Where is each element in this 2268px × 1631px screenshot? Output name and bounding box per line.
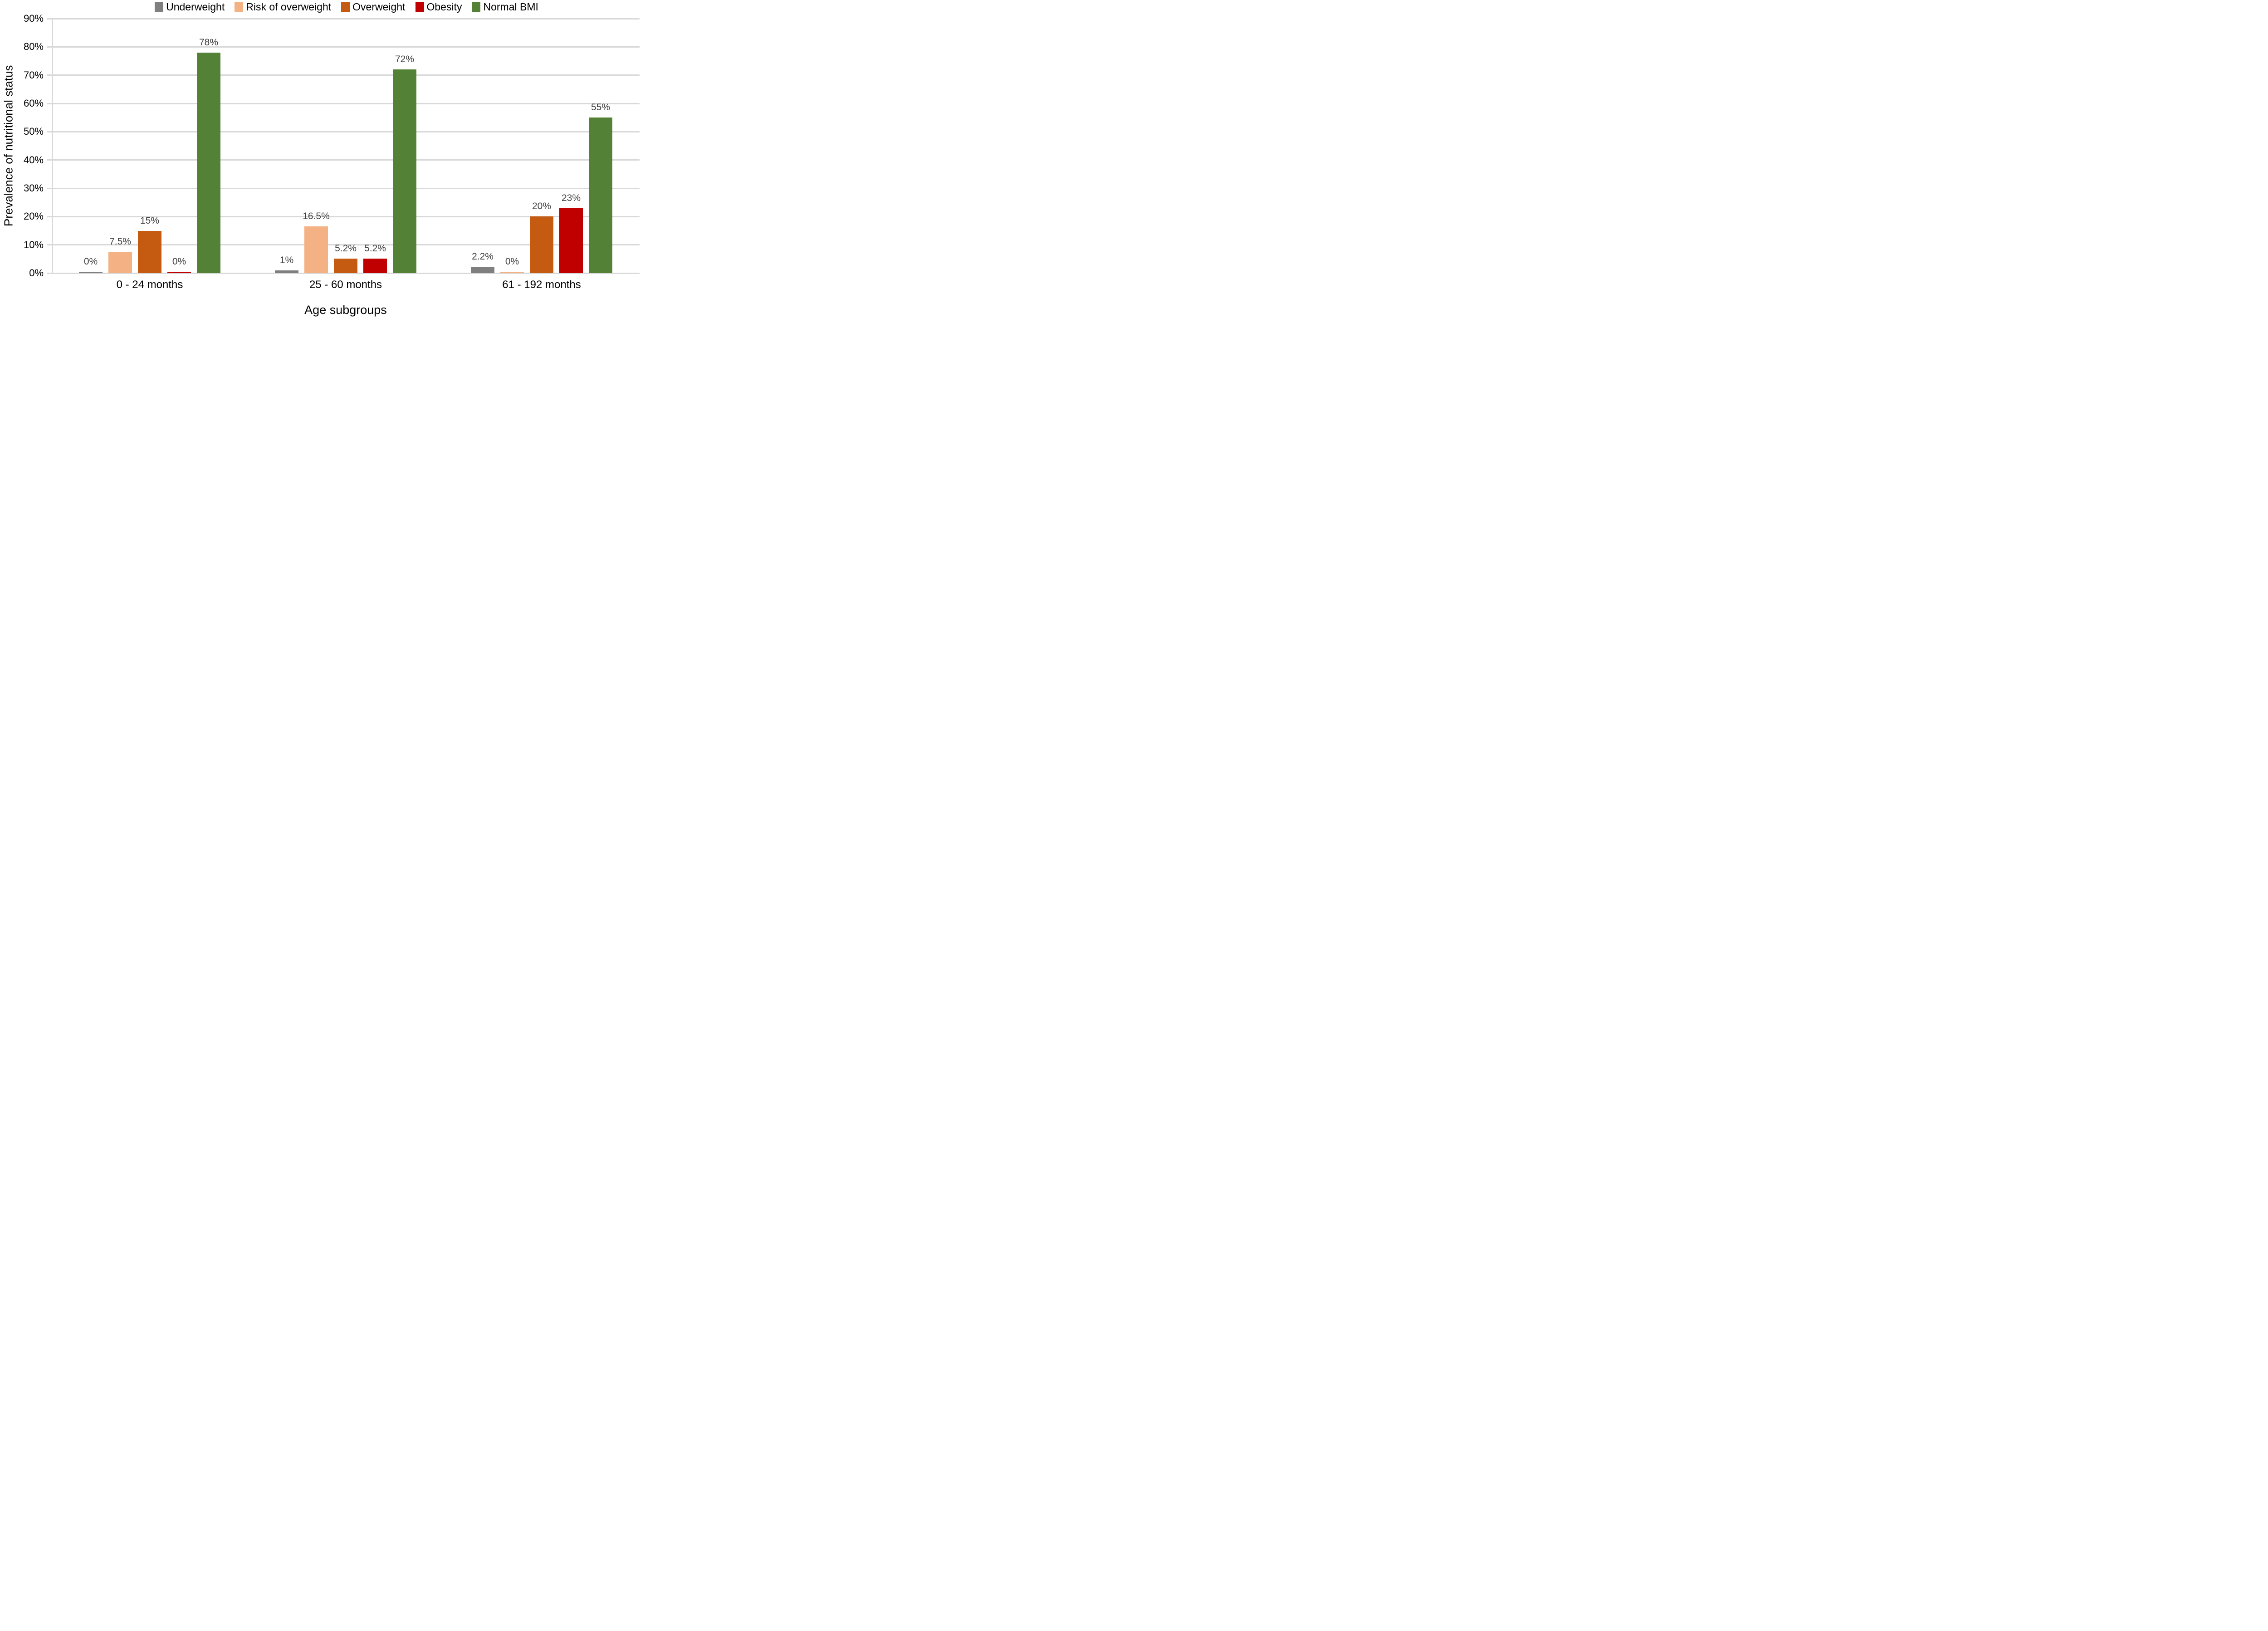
bar-normal-bmi-0-24-months: 78%	[197, 37, 220, 273]
x-axis-title: Age subgroups	[304, 303, 387, 317]
bar-value-label: 0%	[172, 256, 186, 267]
y-axis-title: Prevalence of nutritional status	[1, 65, 15, 227]
y-tick-label-80%: 80%	[23, 41, 44, 53]
bar-overweight-61-192-months: 20%	[530, 201, 553, 273]
gridline-40%	[52, 159, 640, 161]
y-axis-tick-20%	[47, 216, 52, 217]
bar-group-0-24-months: 0% 7.5% 15% 0% 78%	[52, 19, 248, 273]
gridline-90%	[52, 18, 640, 20]
bar-chart-figure: Underweight Risk of overweight Overweight O…	[0, 0, 643, 326]
y-axis-tick-50%	[47, 131, 52, 132]
y-axis-tick-80%	[47, 46, 52, 48]
legend-item-risk-of-overweight: Risk of overweight	[235, 1, 331, 13]
bar-value-label: 5.2%	[335, 243, 357, 254]
gridline-30%	[52, 187, 640, 189]
legend-swatch-underweight	[155, 2, 164, 12]
gridline-80%	[52, 46, 640, 48]
y-axis-tick-60%	[47, 103, 52, 104]
bar-value-label: 2.2%	[472, 251, 494, 262]
bar-normal-bmi-25-60-months: 72%	[393, 54, 416, 273]
bar-value-label: 55%	[591, 102, 611, 113]
legend: Underweight Risk of overweight Overweight O…	[52, 1, 641, 13]
legend-label: Overweight	[352, 1, 406, 13]
bar-group-61-192-months: 2.2% 0% 20% 23% 55%	[444, 19, 640, 273]
legend-item-overweight: Overweight	[341, 1, 406, 13]
gridline-50%	[52, 131, 640, 132]
y-axis-tick-10%	[47, 244, 52, 246]
gridline-10%	[52, 244, 640, 246]
y-axis-tick-40%	[47, 159, 52, 161]
bar-groups: 0% 7.5% 15% 0% 78% 1% 16.5% 5.2% 5.2% 72% 2.2% 0% 20…	[52, 19, 640, 273]
bar-value-label: 1%	[279, 255, 294, 265]
bar-risk-of-overweight-0-24-months: 7.5%	[108, 236, 132, 273]
y-tick-label-10%: 10%	[23, 239, 44, 250]
y-tick-label-40%: 40%	[23, 154, 44, 166]
bar-obesity-61-192-months: 23%	[559, 193, 583, 273]
y-tick-label-30%: 30%	[23, 182, 44, 194]
y-axis-tick-70%	[47, 74, 52, 76]
bar-group-25-60-months: 1% 16.5% 5.2% 5.2% 72%	[248, 19, 444, 273]
bar-overweight-0-24-months: 15%	[138, 216, 161, 273]
bar-value-label: 15%	[140, 215, 160, 226]
legend-item-underweight: Underweight	[155, 1, 225, 13]
legend-item-normal-bmi: Normal BMI	[472, 1, 538, 13]
y-tick-label-0%: 0%	[29, 267, 44, 279]
gridline-20%	[52, 216, 640, 217]
plot-area: 90% 80% 70% 60% 50% 40% 30% 20% 10% 0% 0% 7.5% 15% 0%…	[24, 13, 640, 279]
bar-value-label: 0%	[505, 256, 519, 267]
bar-overweight-25-60-months: 5.2%	[334, 243, 357, 273]
legend-item-obesity: Obesity	[415, 1, 462, 13]
bar-underweight-0-24-months: 0%	[79, 256, 103, 273]
bar-value-label: 20%	[532, 201, 552, 212]
y-tick-label-50%: 50%	[23, 126, 44, 137]
bar-obesity-25-60-months: 5.2%	[363, 243, 387, 273]
y-axis-tick-90%	[47, 18, 52, 20]
bar-underweight-61-192-months: 2.2%	[471, 251, 494, 273]
bar-value-label: 72%	[395, 54, 415, 65]
bar-obesity-0-24-months: 0%	[167, 256, 191, 273]
y-tick-label-60%: 60%	[23, 98, 44, 109]
bar-value-label: 23%	[561, 192, 581, 203]
bar-normal-bmi-61-192-months: 55%	[589, 102, 612, 273]
legend-swatch-overweight	[341, 2, 350, 12]
x-category-label-61-192-months: 61 - 192 months	[502, 279, 581, 291]
bar-risk-of-overweight-25-60-months: 16.5%	[303, 211, 330, 273]
y-tick-label-90%: 90%	[23, 13, 44, 24]
x-category-label-25-60-months: 25 - 60 months	[309, 279, 382, 291]
y-tick-label-20%: 20%	[23, 211, 44, 222]
y-axis-line	[52, 19, 53, 273]
legend-label: Underweight	[166, 1, 225, 13]
bar-value-label: 78%	[199, 37, 219, 48]
bar-value-label: 7.5%	[109, 236, 131, 247]
legend-label: Risk of overweight	[246, 1, 332, 13]
y-axis-tick-0%	[47, 272, 52, 274]
legend-label: Obesity	[426, 1, 462, 13]
bar-value-label: 0%	[83, 256, 98, 267]
bar-value-label: 16.5%	[303, 211, 330, 222]
legend-swatch-obesity	[415, 2, 424, 12]
y-tick-label-70%: 70%	[23, 69, 44, 81]
bar-value-label: 5.2%	[364, 243, 386, 254]
gridline-60%	[52, 103, 640, 104]
bar-underweight-25-60-months: 1%	[275, 255, 298, 273]
y-axis-tick-30%	[47, 187, 52, 189]
legend-label: Normal BMI	[483, 1, 538, 13]
x-category-label-0-24-months: 0 - 24 months	[116, 279, 183, 291]
gridline-70%	[52, 74, 640, 76]
bar-risk-of-overweight-61-192-months: 0%	[500, 256, 524, 273]
gridline-0%	[52, 272, 640, 274]
legend-swatch-normal-bmi	[472, 2, 481, 12]
legend-swatch-risk-of-overweight	[235, 2, 244, 12]
x-category-labels: 0 - 24 months 25 - 60 months 61 - 192 mont…	[52, 279, 640, 291]
